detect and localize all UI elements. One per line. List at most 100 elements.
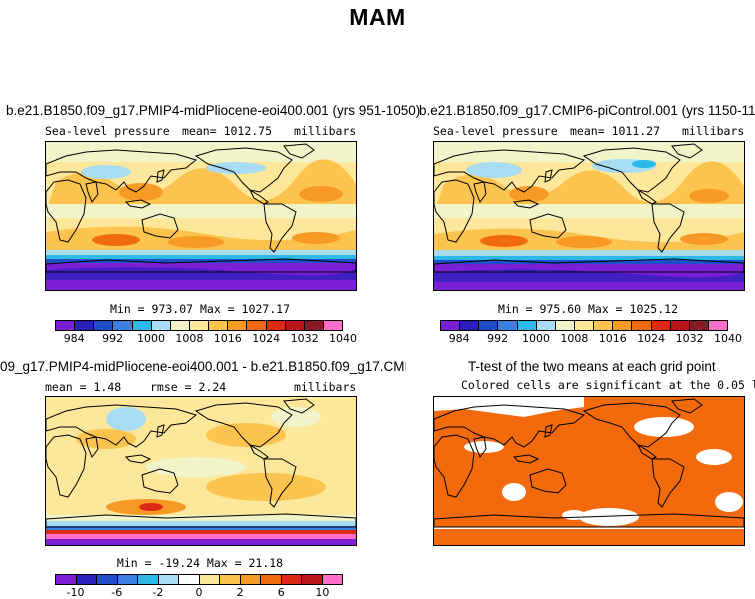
colorbar-top-left: 984 992 1000 1008 1016 1024 1032 1040 <box>55 320 357 345</box>
colorbar-swatch <box>632 321 652 330</box>
mean-label-top-right: mean= 1011.27 <box>570 124 660 138</box>
colorbar-swatch <box>266 321 286 330</box>
colorbar-tick-label: 984 <box>63 332 85 345</box>
rmse-label-text: rmse = <box>150 380 192 394</box>
colorbar-tick-label: 1032 <box>675 332 704 345</box>
colorbar-bottom-left: -10 -6 -2 0 2 6 10 <box>55 574 343 599</box>
colorbar-tick-label: 1024 <box>637 332 666 345</box>
colorbar-tick-label: 1008 <box>175 332 204 345</box>
colorbar-swatch <box>281 575 302 584</box>
colorbar-tick-label: 992 <box>487 332 509 345</box>
panel-title-top-right: b.e21.B1850.f09_g17.CMIP6-piControl.001 … <box>419 103 755 118</box>
figure-title: MAM <box>349 4 406 30</box>
units-label-bottom-left: millibars <box>294 380 357 394</box>
colorbar-tick-label: -10 <box>66 586 85 599</box>
colorbar-swatches <box>55 574 343 585</box>
panel-title-bottom-left: 09_g17.PMIP4-midPliocene-eoi400.001 - b.… <box>0 359 406 374</box>
field-plot-top-right <box>434 142 744 290</box>
significance-plot <box>434 397 744 545</box>
colorbar-swatch <box>209 321 229 330</box>
variable-label-top-left: Sea-level pressure <box>45 124 170 138</box>
colorbar-swatch <box>97 575 118 584</box>
colorbar-tick-label: 992 <box>102 332 124 345</box>
colorbar-tick-label: 1040 <box>714 332 742 345</box>
colorbar-swatch <box>261 575 282 584</box>
colorbar-swatch <box>56 321 76 330</box>
colorbar-swatch <box>323 321 343 330</box>
colorbar-ticks: -10 -6 -2 0 2 6 10 <box>55 585 343 599</box>
colorbar-ticks: 984 992 1000 1008 1016 1024 1032 1040 <box>55 331 357 345</box>
mean-label-text: mean= <box>570 124 605 138</box>
colorbar-ticks: 984 992 1000 1008 1016 1024 1032 1040 <box>440 331 742 345</box>
colorbar-swatch <box>170 321 190 330</box>
mean-label-bottom-left: mean = 1.48 <box>45 380 121 394</box>
units-label-top-left: millibars <box>294 124 357 138</box>
colorbar-tick-label: 1040 <box>329 332 357 345</box>
colorbar-swatch <box>460 321 480 330</box>
significance-note: Colored cells are significant at the 0.0… <box>461 378 755 392</box>
field-plot-top-left <box>46 142 356 290</box>
colorbar-swatch <box>56 575 77 584</box>
colorbar-tick-label: -2 <box>152 586 164 599</box>
colorbar-tick-label: 6 <box>277 586 285 599</box>
units-label-top-right: millibars <box>682 124 745 138</box>
colorbar-tick-label: 1032 <box>290 332 319 345</box>
colorbar-swatch <box>151 321 171 330</box>
colorbar-tick-label: 984 <box>448 332 470 345</box>
colorbar-swatch <box>651 321 671 330</box>
colorbar-swatch <box>240 575 261 584</box>
map-bottom-right <box>433 396 745 546</box>
colorbar-swatch <box>304 321 324 330</box>
minmax-top-left: Min = 973.07 Max = 1027.17 <box>109 302 290 316</box>
colorbar-swatch <box>441 321 461 330</box>
colorbar-swatch <box>75 321 95 330</box>
map-top-right <box>433 141 745 291</box>
colorbar-swatch <box>302 575 323 584</box>
colorbar-swatches <box>440 320 728 331</box>
colorbar-swatch <box>199 575 220 584</box>
colorbar-tick-label: 10 <box>315 586 330 599</box>
colorbar-tick-label: 1016 <box>598 332 627 345</box>
colorbar-top-right: 984 992 1000 1008 1016 1024 1032 1040 <box>440 320 742 345</box>
colorbar-swatch <box>189 321 210 330</box>
colorbar-tick-label: 1000 <box>522 332 550 345</box>
colorbar-tick-label: -6 <box>111 586 123 599</box>
mean-label-text: mean= <box>182 124 217 138</box>
panel-title-top-left: b.e21.B1850.f09_g17.PMIP4-midPliocene-eo… <box>6 103 421 118</box>
colorbar-swatch <box>228 321 248 330</box>
colorbar-swatch <box>574 321 595 330</box>
colorbar-swatch <box>138 575 159 584</box>
field-plot-bottom-left <box>46 397 356 545</box>
colorbar-swatch <box>158 575 179 584</box>
colorbar-swatch <box>498 321 518 330</box>
colorbar-swatches <box>55 320 343 331</box>
colorbar-swatch <box>94 321 114 330</box>
rmse-label-bottom-left: rmse = 2.24 <box>150 380 226 394</box>
colorbar-swatch <box>517 321 537 330</box>
colorbar-swatch <box>670 321 690 330</box>
colorbar-tick-label: 0 <box>195 586 203 599</box>
colorbar-tick-label: 1016 <box>213 332 242 345</box>
mean-value-top-right: 1011.27 <box>611 124 661 138</box>
mean-label-text: mean = <box>45 380 87 394</box>
colorbar-swatch <box>479 321 499 330</box>
colorbar-swatch <box>247 321 267 330</box>
mean-value-top-left: 1012.75 <box>223 124 273 138</box>
map-bottom-left <box>45 396 357 546</box>
minmax-bottom-left: Min = -19.24 Max = 21.18 <box>116 556 284 570</box>
colorbar-swatch <box>113 321 133 330</box>
colorbar-swatch <box>322 575 342 584</box>
colorbar-swatch <box>76 575 97 584</box>
colorbar-swatch <box>555 321 575 330</box>
colorbar-tick-label: 2 <box>236 586 244 599</box>
colorbar-tick-label: 1024 <box>252 332 281 345</box>
colorbar-swatch <box>179 575 200 584</box>
variable-label-top-right: Sea-level pressure <box>433 124 558 138</box>
colorbar-swatch <box>708 321 728 330</box>
colorbar-swatch <box>285 321 305 330</box>
map-top-left <box>45 141 357 291</box>
colorbar-tick-label: 1000 <box>137 332 165 345</box>
colorbar-swatch <box>594 321 614 330</box>
rmse-value-bottom-left: 2.24 <box>198 380 227 394</box>
mean-value-bottom-left: 1.48 <box>93 380 122 394</box>
